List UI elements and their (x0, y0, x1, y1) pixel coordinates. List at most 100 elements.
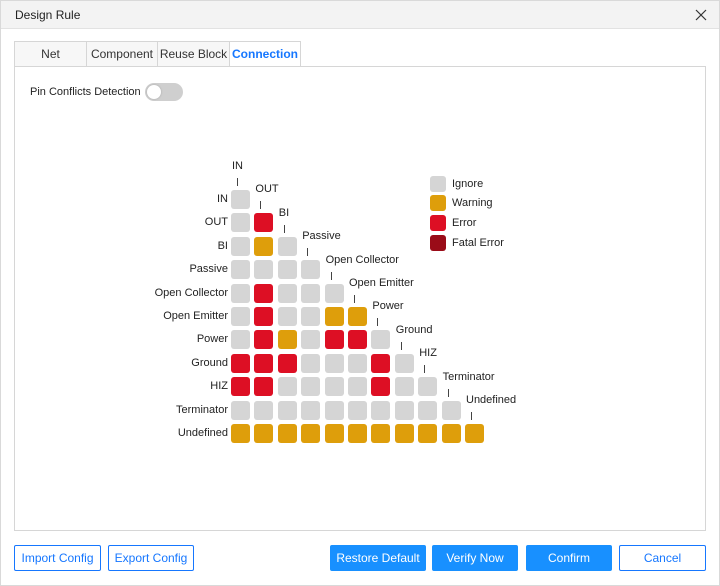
column-label-open-emitter: Open Emitter (349, 277, 414, 289)
tab-reuse-block[interactable]: Reuse Block (157, 41, 230, 67)
matrix-cell-open-collector-in[interactable] (231, 283, 250, 303)
matrix-cell-ground-open-emitter[interactable] (348, 353, 367, 373)
matrix-cell-power-open-collector[interactable] (324, 330, 344, 350)
tab-net[interactable]: Net (14, 41, 87, 67)
matrix-cell-hiz-open-collector[interactable] (324, 377, 344, 397)
column-label-power: Power (372, 300, 404, 313)
pin-conflicts-toggle[interactable] (145, 83, 183, 101)
matrix-cell-ground-power[interactable] (371, 353, 391, 373)
matrix-cell-bi-out[interactable] (254, 236, 274, 256)
matrix-cell-undefined-hiz[interactable] (418, 424, 438, 443)
matrix-cell-terminator-hiz[interactable] (418, 400, 438, 420)
matrix-cell-terminator-open-emitter[interactable] (348, 400, 367, 420)
title-bar: Design Rule (1, 1, 719, 29)
column-label-passive: Passive (302, 230, 341, 243)
legend-swatch-fatal (430, 235, 446, 251)
matrix-cell-out-in[interactable] (231, 213, 250, 233)
matrix-cell-ground-open-collector[interactable] (324, 353, 344, 373)
matrix-cell-ground-out[interactable] (254, 353, 274, 373)
cancel-button[interactable]: Cancel (619, 545, 706, 571)
matrix-cell-terminator-ground[interactable] (394, 400, 414, 420)
row-label-terminator: Terminator (176, 403, 228, 416)
matrix-cell-bi-in[interactable] (231, 236, 250, 256)
matrix-cell-passive-in[interactable] (231, 260, 250, 280)
matrix-cell-ground-ground[interactable] (394, 353, 414, 373)
column-label-open-collector: Open Collector (325, 253, 399, 266)
dialog-title: Design Rule (15, 8, 81, 22)
confirm-button[interactable]: Confirm (526, 545, 612, 571)
column-tick (237, 178, 238, 186)
matrix-cell-out-out[interactable] (254, 213, 274, 233)
close-button[interactable] (691, 5, 711, 25)
column-tick (283, 224, 285, 233)
matrix-cell-undefined-terminator[interactable] (441, 424, 461, 443)
row-label-undefined: Undefined (177, 427, 228, 439)
matrix-cell-open-emitter-in[interactable] (231, 307, 250, 326)
column-tick (330, 271, 332, 280)
matrix-cell-hiz-bi[interactable] (277, 377, 297, 397)
matrix-cell-open-collector-out[interactable] (254, 283, 274, 303)
connection-panel (14, 66, 706, 531)
matrix-cell-ground-passive[interactable] (301, 353, 321, 373)
matrix-cell-passive-out[interactable] (254, 260, 274, 280)
matrix-cell-bi-bi[interactable] (277, 236, 297, 256)
matrix-cell-open-collector-bi[interactable] (277, 283, 297, 303)
matrix-cell-terminator-bi[interactable] (277, 400, 297, 420)
matrix-cell-terminator-out[interactable] (254, 400, 274, 420)
restore-default-button[interactable]: Restore Default (330, 545, 426, 571)
matrix-cell-hiz-hiz[interactable] (418, 377, 438, 397)
tab-connection[interactable]: Connection (229, 41, 301, 67)
matrix-cell-undefined-in[interactable] (231, 424, 250, 443)
matrix-cell-open-emitter-bi[interactable] (277, 307, 297, 326)
matrix-cell-power-power[interactable] (371, 330, 391, 350)
matrix-cell-undefined-passive[interactable] (301, 424, 321, 443)
matrix-cell-hiz-power[interactable] (371, 377, 391, 397)
matrix-cell-power-open-emitter[interactable] (348, 330, 367, 350)
matrix-cell-undefined-undefined[interactable] (465, 424, 484, 443)
export-config-button[interactable]: Export Config (108, 545, 194, 571)
matrix-cell-power-out[interactable] (254, 330, 274, 350)
legend-label: Fatal Error (452, 237, 504, 249)
matrix-cell-ground-bi[interactable] (277, 353, 297, 373)
matrix-cell-terminator-open-collector[interactable] (324, 400, 344, 420)
matrix-cell-undefined-power[interactable] (371, 424, 391, 443)
matrix-cell-hiz-open-emitter[interactable] (348, 377, 367, 397)
matrix-cell-power-passive[interactable] (301, 330, 321, 350)
matrix-cell-passive-bi[interactable] (277, 260, 297, 280)
column-label-terminator: Terminator (442, 370, 495, 383)
matrix-cell-undefined-open-collector[interactable] (324, 424, 344, 443)
legend-label: Warning (452, 197, 493, 209)
matrix-cell-open-collector-passive[interactable] (301, 283, 321, 303)
matrix-cell-open-emitter-out[interactable] (254, 307, 274, 326)
matrix-cell-hiz-in[interactable] (231, 377, 250, 397)
matrix-cell-in-in[interactable] (231, 190, 250, 209)
matrix-cell-open-emitter-open-collector[interactable] (324, 307, 344, 326)
matrix-cell-power-bi[interactable] (277, 330, 297, 350)
matrix-cell-terminator-passive[interactable] (301, 400, 321, 420)
import-config-button[interactable]: Import Config (14, 545, 101, 571)
matrix-cell-hiz-ground[interactable] (394, 377, 414, 397)
matrix-cell-terminator-in[interactable] (231, 400, 250, 420)
matrix-cell-undefined-out[interactable] (254, 424, 274, 443)
matrix-cell-hiz-out[interactable] (254, 377, 274, 397)
matrix-cell-open-emitter-open-emitter[interactable] (348, 307, 367, 326)
matrix-cell-hiz-passive[interactable] (301, 377, 321, 397)
matrix-cell-open-emitter-passive[interactable] (301, 307, 321, 326)
row-label-open-collector: Open Collector (154, 286, 228, 299)
matrix-cell-open-collector-open-collector[interactable] (324, 283, 344, 303)
column-label-hiz: HIZ (419, 347, 437, 360)
verify-now-button[interactable]: Verify Now (432, 545, 518, 571)
toggle-knob (147, 85, 161, 99)
matrix-cell-ground-in[interactable] (231, 353, 250, 373)
matrix-cell-passive-passive[interactable] (301, 260, 321, 280)
column-label-ground: Ground (395, 323, 433, 336)
matrix-cell-undefined-bi[interactable] (277, 424, 297, 443)
column-tick (447, 388, 449, 397)
matrix-cell-power-in[interactable] (231, 330, 250, 350)
matrix-cell-terminator-terminator[interactable] (441, 400, 461, 420)
matrix-cell-terminator-power[interactable] (371, 400, 391, 420)
matrix-cell-undefined-ground[interactable] (394, 424, 414, 443)
legend-swatch-warning (430, 195, 446, 211)
matrix-cell-undefined-open-emitter[interactable] (348, 424, 367, 443)
